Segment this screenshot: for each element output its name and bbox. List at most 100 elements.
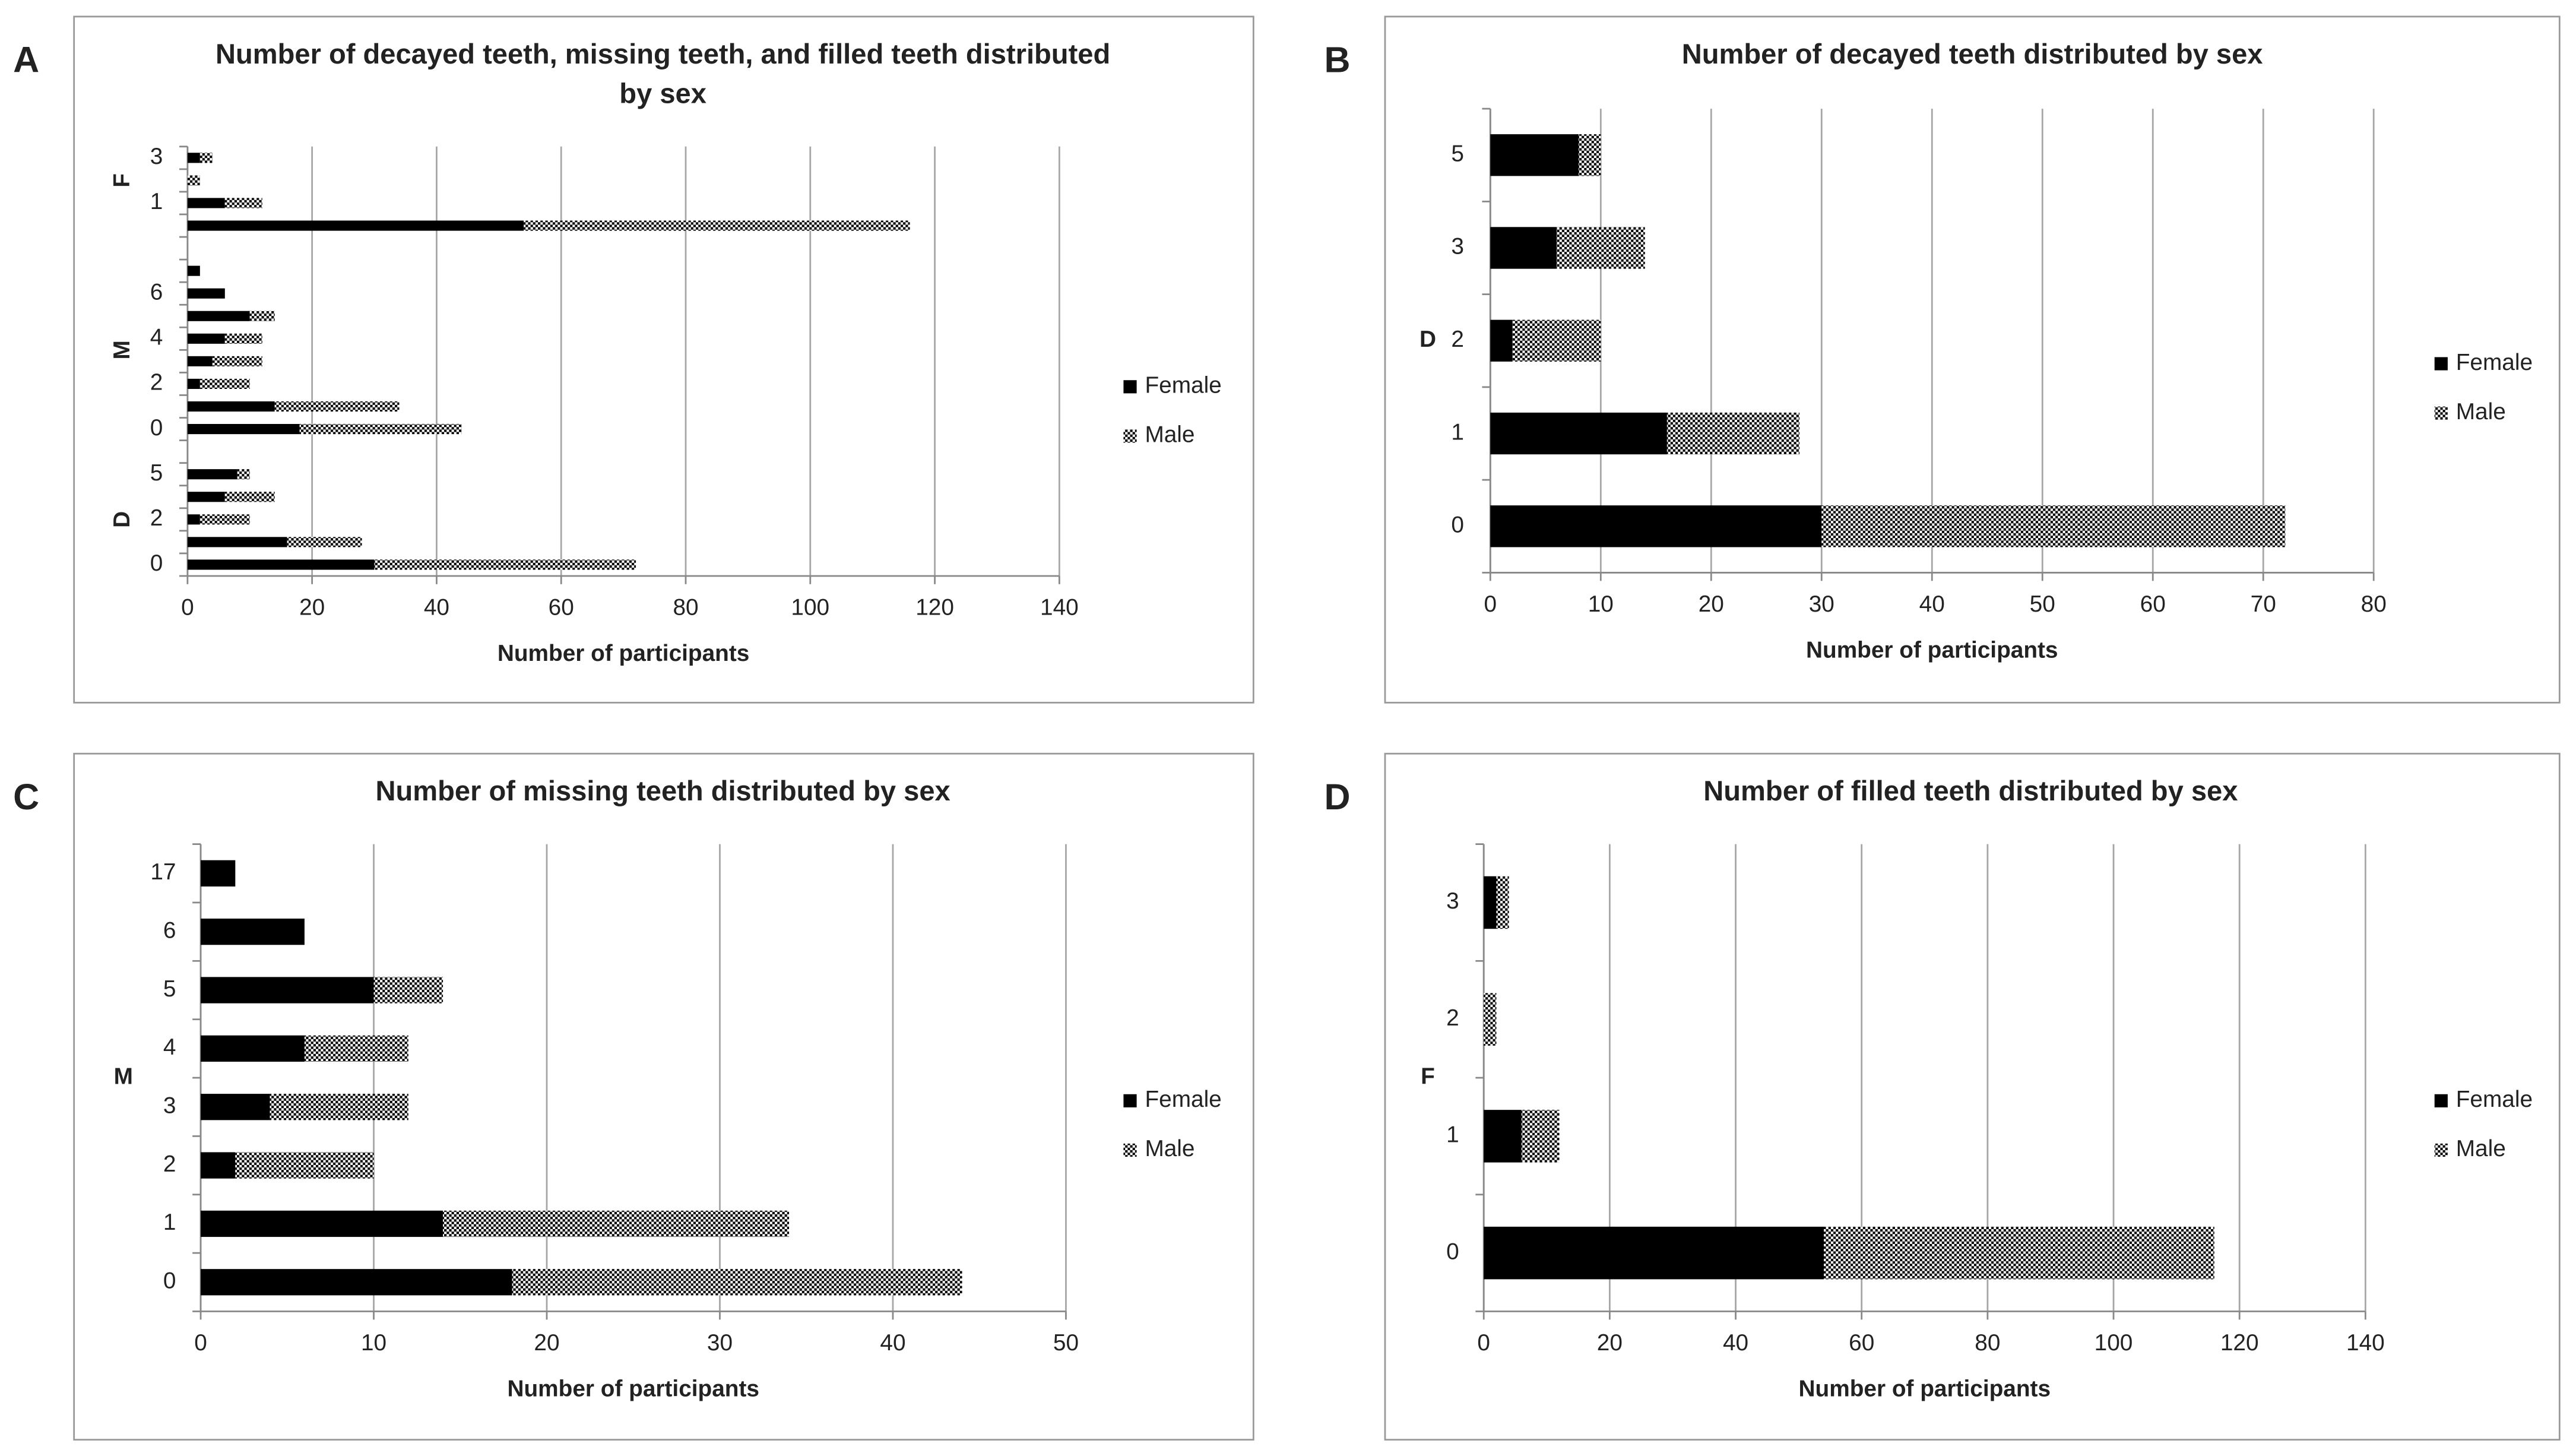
bar [1490,505,1822,547]
y-tick-label: 1 [150,189,163,214]
bar [201,919,305,945]
bar [187,559,375,570]
x-tick-label: 40 [424,595,449,621]
chart-title: by sex [619,77,706,109]
bar [1490,134,1579,176]
y-axis-label: F [1421,1063,1435,1089]
x-tick-label: 60 [549,595,574,621]
y-tick-label: 3 [1446,888,1459,914]
chart-title: Number of decayed teeth, missing teeth, … [216,38,1110,69]
x-tick-label: 30 [1809,591,1834,617]
bar [1490,319,1513,362]
x-tick-label: 120 [915,595,954,621]
bar [235,1152,374,1179]
bar [1666,412,1800,455]
bar [187,514,200,525]
y-tick-label: 2 [150,370,163,395]
panel-frame [1384,752,2561,1441]
x-axis-label: Number of participants [1806,638,2058,663]
legend-label: Female [2456,1087,2533,1112]
bar [187,220,524,231]
x-tick-label: 60 [1849,1330,1874,1356]
bar [187,492,225,502]
legend-swatch [2434,1094,2448,1107]
bar [1484,876,1497,929]
x-tick-label: 100 [2095,1330,2133,1356]
x-tick-label: 80 [673,595,698,621]
x-tick-label: 10 [361,1330,386,1356]
bar [187,356,213,366]
x-tick-label: 40 [1723,1330,1748,1356]
panel-letter: A [13,40,39,80]
bar [201,1269,512,1296]
x-tick-label: 50 [1053,1330,1079,1356]
x-axis-label: Number of participants [507,1376,759,1402]
legend-swatch [2434,406,2448,420]
x-axis-label: Number of participants [498,641,750,666]
bar [374,559,636,570]
x-tick-label: 10 [1588,591,1614,617]
bar [1490,227,1557,269]
bar [1484,993,1497,1046]
y-tick-label: 3 [150,144,163,169]
bar [187,153,200,163]
bar [199,514,250,525]
group-label: D [109,511,135,528]
legend-label: Male [2456,1136,2506,1161]
x-tick-label: 70 [2251,591,2276,617]
bar [524,220,910,231]
legend-swatch [1123,429,1137,443]
bar [201,860,236,887]
bar [187,401,275,412]
bar [201,1094,270,1120]
bar [187,265,200,276]
y-tick-label: 17 [150,859,176,885]
y-tick-label: 0 [163,1268,176,1294]
bar [187,424,300,435]
bar [199,153,213,163]
x-axis-label: Number of participants [1799,1376,2051,1402]
legend-label: Male [2456,399,2506,425]
bar [443,1210,790,1237]
bar [224,198,262,208]
bar [199,378,250,390]
bar [512,1269,962,1296]
group-label: M [109,340,135,359]
panel-letter: B [1324,40,1350,80]
legend-label: Female [1145,373,1221,398]
bar [274,401,400,412]
bar [187,288,225,299]
bar [224,492,275,502]
bar [1556,227,1645,269]
bar [201,1035,305,1062]
chart-title: Number of decayed teeth distributed by s… [1682,38,2263,69]
bar [304,1035,408,1062]
legend-swatch [2434,357,2448,371]
bar [187,333,225,344]
x-tick-label: 100 [791,595,829,621]
bar [249,311,275,321]
x-tick-label: 20 [1597,1330,1623,1356]
chart-title: Number of missing teeth distributed by s… [376,775,950,806]
bar [187,378,200,390]
legend-label: Female [2456,350,2533,375]
y-tick-label: 5 [163,976,176,1002]
y-tick-label: 0 [1446,1239,1459,1264]
y-tick-label: 4 [150,325,163,350]
y-axis-label: M [114,1063,133,1089]
x-tick-label: 0 [1477,1330,1490,1356]
bar [1579,134,1601,176]
x-tick-label: 20 [534,1330,559,1356]
bar [1484,1226,1824,1280]
bar [1496,876,1509,929]
y-tick-label: 0 [1451,512,1464,538]
bar [212,356,262,366]
bar [187,469,237,480]
panel-letter: C [13,777,39,817]
bar [1821,505,2286,547]
bar [287,537,362,547]
bar [270,1094,408,1120]
legend-swatch [1123,380,1137,394]
panel-frame [73,15,1254,704]
